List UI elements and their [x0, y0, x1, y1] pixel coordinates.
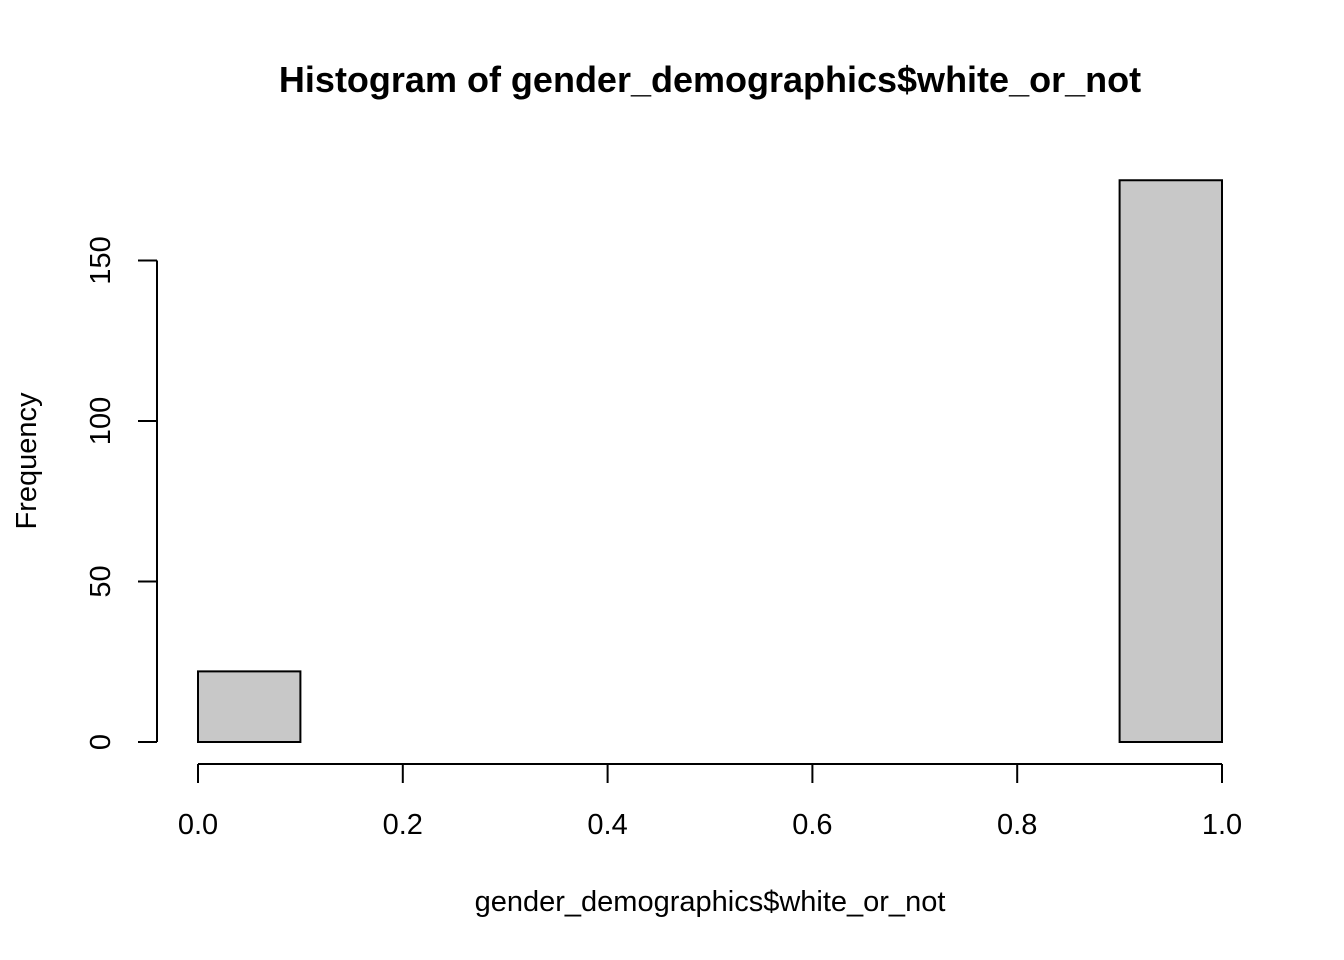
y-axis: 0 50 100 150: [85, 236, 158, 750]
y-tick-label-3: 150: [85, 236, 117, 284]
x-tick-label-0: 0.0: [178, 809, 218, 841]
chart-title: Histogram of gender_demographics$white_o…: [279, 59, 1141, 100]
y-tick-label-2: 100: [85, 397, 117, 445]
x-axis: 0.0 0.2 0.4 0.6 0.8 1.0: [178, 763, 1242, 841]
y-tick-label-1: 50: [85, 565, 117, 597]
x-tick-label-5: 1.0: [1202, 809, 1242, 841]
histogram-bar-9: [1118, 179, 1223, 743]
x-tick-label-1: 0.2: [383, 809, 423, 841]
y-tick-label-0: 0: [85, 734, 117, 750]
x-tick-label-3: 0.6: [792, 809, 832, 841]
bars-group: [197, 179, 1223, 744]
x-axis-label: gender_demographics$white_or_not: [475, 886, 946, 918]
y-axis-label: Frequency: [11, 392, 43, 530]
x-tick-label-4: 0.8: [997, 809, 1037, 841]
histogram-bar-0: [197, 670, 302, 744]
x-tick-label-2: 0.4: [587, 809, 627, 841]
